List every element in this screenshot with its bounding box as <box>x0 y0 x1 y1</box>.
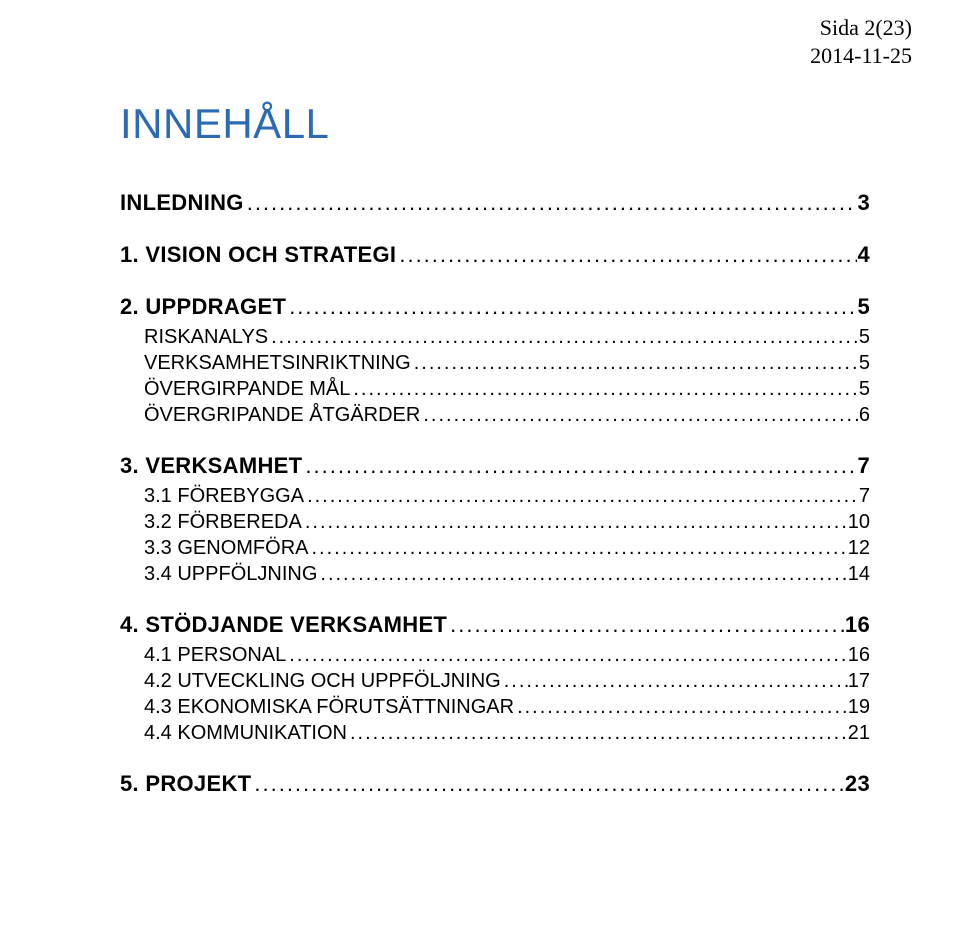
toc-entry[interactable]: 4.1 PERSONAL 16 <box>120 644 870 667</box>
toc-entry-label: 4.1 PERSONAL <box>144 644 286 667</box>
toc-entry-page: 5 <box>857 294 870 320</box>
toc-entry-label: 3.4 UPPFÖLJNING <box>144 563 317 586</box>
toc-entry-label: 4.3 EKONOMISKA FÖRUTSÄTTNINGAR <box>144 696 514 719</box>
toc-entry-page: 17 <box>848 670 870 693</box>
toc-leader-dots <box>286 644 847 667</box>
toc-entry[interactable]: ÖVERGIRPANDE MÅL 5 <box>120 378 870 401</box>
toc-entry-page: 16 <box>848 644 870 667</box>
toc-entry[interactable]: ÖVERGRIPANDE ÅTGÄRDER 6 <box>120 404 870 427</box>
page-number: Sida 2(23) <box>810 14 912 42</box>
toc-leader-dots <box>317 563 847 586</box>
toc-leader-dots <box>447 612 845 638</box>
toc-entry[interactable]: 3.4 UPPFÖLJNING 14 <box>120 563 870 586</box>
toc-leader-dots <box>350 378 859 401</box>
toc-leader-dots <box>268 326 859 349</box>
toc-entry-label: 4. STÖDJANDE VERKSAMHET <box>120 612 447 638</box>
page-header: Sida 2(23) 2014-11-25 <box>810 14 912 69</box>
toc-entry-page: 21 <box>848 722 870 745</box>
toc-entry[interactable]: 4.2 UTVECKLING OCH UPPFÖLJNING 17 <box>120 670 870 693</box>
toc-entry[interactable]: 3. VERKSAMHET 7 <box>120 453 870 479</box>
table-of-contents: INLEDNING 3 1. VISION OCH STRATEGI 4 2. UPPD… <box>120 190 870 797</box>
toc-entry[interactable]: 3.1 FÖREBYGGA 7 <box>120 485 870 508</box>
toc-entry-label: 4.2 UTVECKLING OCH UPPFÖLJNING <box>144 670 501 693</box>
toc-entry[interactable]: VERKSAMHETSINRIKTNING 5 <box>120 352 870 375</box>
toc-entry-page: 14 <box>848 563 870 586</box>
toc-entry-label: VERKSAMHETSINRIKTNING <box>144 352 411 375</box>
toc-entry-page: 23 <box>845 771 870 797</box>
toc-entry[interactable]: 4. STÖDJANDE VERKSAMHET 16 <box>120 612 870 638</box>
toc-entry[interactable]: 5. PROJEKT 23 <box>120 771 870 797</box>
toc-leader-dots <box>396 242 857 268</box>
toc-entry-page: 19 <box>848 696 870 719</box>
toc-entry-page: 5 <box>859 352 870 375</box>
toc-entry-page: 7 <box>859 485 870 508</box>
toc-entry[interactable]: INLEDNING 3 <box>120 190 870 216</box>
toc-entry[interactable]: 1. VISION OCH STRATEGI 4 <box>120 242 870 268</box>
toc-entry-page: 7 <box>857 453 870 479</box>
page-date: 2014-11-25 <box>810 42 912 70</box>
toc-leader-dots <box>302 453 857 479</box>
toc-leader-dots <box>244 190 858 216</box>
toc-entry-page: 4 <box>857 242 870 268</box>
toc-entry-page: 16 <box>845 612 870 638</box>
toc-entry[interactable]: 3.3 GENOMFÖRA 12 <box>120 537 870 560</box>
toc-entry-label: 4.4 KOMMUNIKATION <box>144 722 347 745</box>
toc-entry-label: 3. VERKSAMHET <box>120 453 302 479</box>
toc-entry[interactable]: 3.2 FÖRBEREDA 10 <box>120 511 870 534</box>
toc-entry-page: 6 <box>859 404 870 427</box>
toc-entry[interactable]: 4.3 EKONOMISKA FÖRUTSÄTTNINGAR 19 <box>120 696 870 719</box>
toc-entry-label: 2. UPPDRAGET <box>120 294 286 320</box>
toc-entry-label: 3.1 FÖREBYGGA <box>144 485 304 508</box>
toc-entry-page: 10 <box>848 511 870 534</box>
toc-entry-page: 3 <box>857 190 870 216</box>
toc-entry[interactable]: RISKANALYS 5 <box>120 326 870 349</box>
toc-entry-label: 1. VISION OCH STRATEGI <box>120 242 396 268</box>
toc-leader-dots <box>286 294 857 320</box>
page-title: INNEHÅLL <box>120 100 870 148</box>
toc-entry-page: 5 <box>859 378 870 401</box>
toc-leader-dots <box>308 537 847 560</box>
toc-entry-label: INLEDNING <box>120 190 244 216</box>
toc-entry-page: 12 <box>848 537 870 560</box>
toc-leader-dots <box>411 352 859 375</box>
toc-entry[interactable]: 2. UPPDRAGET 5 <box>120 294 870 320</box>
toc-leader-dots <box>420 404 859 427</box>
toc-leader-dots <box>347 722 848 745</box>
toc-entry-label: ÖVERGRIPANDE ÅTGÄRDER <box>144 404 420 427</box>
toc-entry-label: RISKANALYS <box>144 326 268 349</box>
toc-entry[interactable]: 4.4 KOMMUNIKATION 21 <box>120 722 870 745</box>
toc-leader-dots <box>304 485 859 508</box>
toc-entry-label: 3.2 FÖRBEREDA <box>144 511 302 534</box>
toc-entry-label: ÖVERGIRPANDE MÅL <box>144 378 350 401</box>
toc-entry-page: 5 <box>859 326 870 349</box>
toc-leader-dots <box>514 696 848 719</box>
toc-entry-label: 3.3 GENOMFÖRA <box>144 537 308 560</box>
toc-entry-label: 5. PROJEKT <box>120 771 251 797</box>
toc-leader-dots <box>501 670 848 693</box>
toc-leader-dots <box>251 771 845 797</box>
toc-leader-dots <box>302 511 848 534</box>
